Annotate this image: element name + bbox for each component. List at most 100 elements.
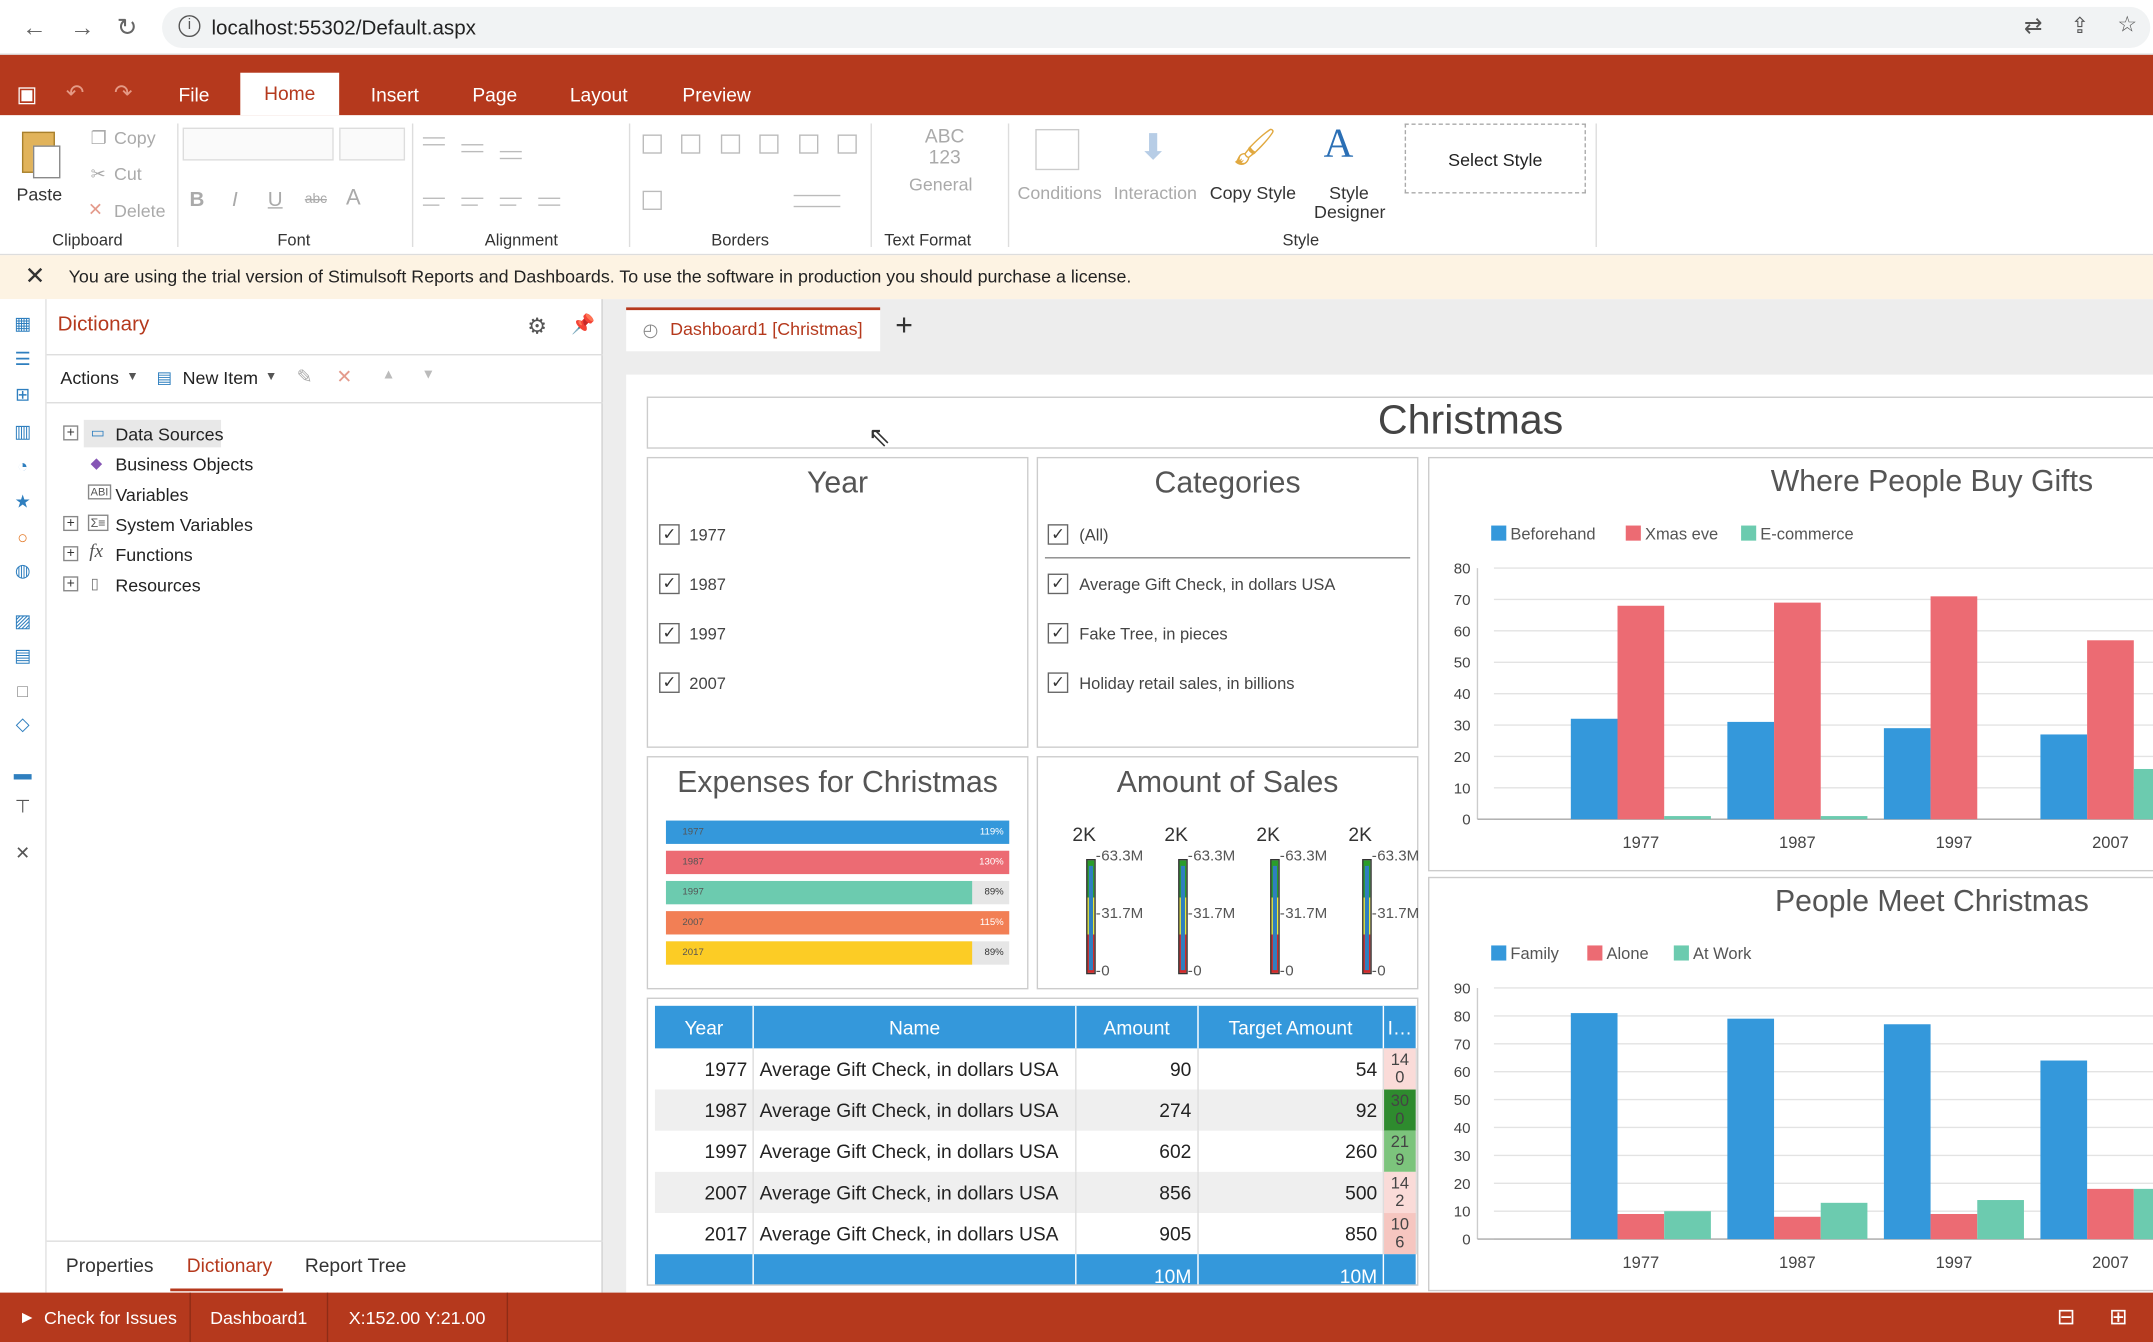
info-icon[interactable]: i: [178, 15, 201, 38]
strikethrough-button[interactable]: abc: [304, 192, 327, 208]
pin-icon[interactable]: 📌: [571, 312, 596, 335]
style-designer-label-1[interactable]: Style: [1329, 182, 1369, 204]
table-row[interactable]: 1997 Average Gift Check, in dollars USA 60…: [654, 1130, 1418, 1172]
table-row[interactable]: 1987 Average Gift Check, in dollars USA 27…: [654, 1089, 1418, 1131]
checkbox[interactable]: ✓: [659, 672, 680, 693]
document-tab[interactable]: ◴ Dashboard1 [Christmas]: [626, 307, 881, 352]
button-icon[interactable]: ▬: [13, 762, 32, 784]
gear-icon[interactable]: ⚙: [527, 315, 547, 339]
gauge-icon[interactable]: ◔: [17, 455, 29, 477]
bold-button[interactable]: B: [189, 187, 205, 212]
year-option[interactable]: 2007: [689, 673, 726, 693]
close-icon[interactable]: ✕: [24, 262, 46, 290]
font-color-button[interactable]: A: [346, 186, 361, 210]
tree-item-functions[interactable]: Functions: [115, 544, 193, 566]
tab-dictionary[interactable]: Dictionary: [186, 1254, 273, 1277]
reload-icon[interactable]: ↻: [116, 13, 138, 42]
italic-button[interactable]: I: [232, 187, 238, 212]
fit-width-icon[interactable]: ⊟: [2056, 1306, 2076, 1330]
bar[interactable]: [1727, 721, 1775, 820]
bar[interactable]: [1664, 816, 1711, 820]
checkbox[interactable]: ✓: [1047, 622, 1069, 644]
panel-icon[interactable]: □: [17, 680, 29, 702]
tree-item-system-variables[interactable]: System Variables: [115, 514, 253, 536]
bar[interactable]: [1930, 1213, 1978, 1240]
categories-filter-panel[interactable]: Categories ✓ (All) ✓ Average Gift Check,…: [1036, 456, 1419, 748]
font-name-select[interactable]: [182, 127, 334, 161]
bar[interactable]: [2087, 1188, 2134, 1240]
table-row[interactable]: 2007 Average Gift Check, in dollars USA 85…: [654, 1171, 1418, 1214]
legend-label[interactable]: Beforehand: [1510, 525, 1595, 543]
bar[interactable]: [2133, 768, 2153, 820]
checkbox[interactable]: ✓: [659, 573, 680, 595]
paste-icon[interactable]: [19, 129, 63, 179]
image-icon[interactable]: ▨: [14, 610, 32, 632]
expand-icon[interactable]: +: [63, 515, 79, 532]
undo-icon[interactable]: ↶: [65, 82, 85, 106]
bar[interactable]: [1570, 1013, 1618, 1240]
text-icon[interactable]: ▤: [14, 644, 32, 666]
bookmark-star-icon[interactable]: ☆: [2117, 13, 2138, 38]
bar[interactable]: [1883, 1024, 1931, 1240]
check-for-issues-button[interactable]: Check for Issues: [43, 1307, 177, 1329]
checkbox[interactable]: ✓: [1047, 524, 1069, 545]
delete-icon[interactable]: ✕: [336, 365, 353, 387]
legend-label[interactable]: At Work: [1693, 945, 1752, 963]
year-option[interactable]: 1997: [689, 624, 726, 644]
add-tab-icon[interactable]: +: [895, 307, 913, 342]
table-row[interactable]: 2017 Average Gift Check, in dollars USA 90…: [654, 1213, 1418, 1255]
chart-icon[interactable]: ▥: [14, 421, 32, 442]
status-page-name[interactable]: Dashboard1: [210, 1307, 308, 1329]
tab-home[interactable]: Home: [240, 72, 340, 116]
expand-icon[interactable]: +: [63, 576, 79, 592]
map-icon[interactable]: ◍: [14, 559, 31, 581]
bar[interactable]: [1820, 816, 1868, 820]
sales-panel[interactable]: Amount of Sales 2K -63.3M -31.7M -0 2K -63.3M…: [1036, 756, 1419, 990]
people-meet-christmas-panel[interactable]: People Meet Christmas Family Alone At Work 0…: [1428, 876, 2153, 1292]
year-filter-panel[interactable]: Year ✓ 1977 ✓ 1987 ✓ 1997 ✓ 2007: [646, 456, 1029, 748]
legend-label[interactable]: E-commerce: [1760, 525, 1853, 543]
where-people-buy-gifts-panel[interactable]: Where People Buy Gifts Beforehand Xmas eve…: [1428, 456, 2153, 872]
bar[interactable]: [2040, 734, 2088, 820]
pivot-icon[interactable]: ⊞: [15, 384, 31, 405]
tab-insert[interactable]: Insert: [370, 83, 419, 106]
bar[interactable]: [2087, 640, 2134, 820]
style-designer-label-2[interactable]: Designer: [1314, 201, 1386, 223]
checkbox[interactable]: ✓: [659, 622, 680, 644]
column-header-target-amount[interactable]: Target Amount: [1197, 1005, 1385, 1049]
legend-label[interactable]: Xmas eve: [1645, 525, 1718, 543]
bar[interactable]: [1774, 602, 1821, 820]
column-header-year[interactable]: Year: [654, 1005, 755, 1049]
legend-label[interactable]: Family: [1510, 945, 1559, 963]
underline-button[interactable]: U: [267, 187, 283, 212]
move-down-icon[interactable]: ▼: [421, 367, 436, 383]
expenses-panel[interactable]: Expenses for Christmas 1977 119% 1987 130% 1…: [646, 756, 1029, 990]
shape-icon[interactable]: ◇: [15, 713, 30, 735]
redo-icon[interactable]: ↷: [113, 82, 133, 106]
legend-label[interactable]: Alone: [1607, 945, 1649, 963]
tree-item-variables[interactable]: Variables: [115, 484, 189, 505]
category-option[interactable]: (All): [1079, 525, 1109, 545]
bar[interactable]: [1617, 605, 1665, 820]
interaction-button[interactable]: Interaction: [1113, 182, 1197, 204]
delete-button[interactable]: Delete: [113, 200, 166, 221]
translate-icon[interactable]: ⇄: [2023, 15, 2043, 39]
paste-button[interactable]: Paste: [16, 183, 63, 205]
tree-item-resources[interactable]: Resources: [115, 574, 201, 596]
table-icon[interactable]: ▦: [14, 312, 32, 334]
cut-button[interactable]: Cut: [113, 163, 142, 184]
share-icon[interactable]: ⇪: [2070, 15, 2090, 39]
bar[interactable]: [1883, 728, 1931, 820]
address-bar[interactable]: i localhost:55302/Default.aspx ⇄ ⇪ ☆: [162, 6, 2151, 49]
filter-icon[interactable]: ⊤: [14, 795, 31, 817]
tree-item-data-sources[interactable]: Data Sources: [115, 424, 224, 445]
new-item-menu[interactable]: New Item: [182, 367, 259, 389]
tree-item-business-objects[interactable]: Business Objects: [115, 454, 254, 475]
bar[interactable]: [1774, 1216, 1821, 1240]
alignment-buttons[interactable]: [422, 132, 615, 214]
year-option[interactable]: 1987: [689, 574, 726, 595]
tab-page[interactable]: Page: [472, 83, 518, 106]
category-option[interactable]: Holiday retail sales, in billions: [1079, 673, 1295, 693]
border-buttons[interactable]: [640, 134, 867, 216]
column-header-name[interactable]: Name: [753, 1005, 1077, 1049]
